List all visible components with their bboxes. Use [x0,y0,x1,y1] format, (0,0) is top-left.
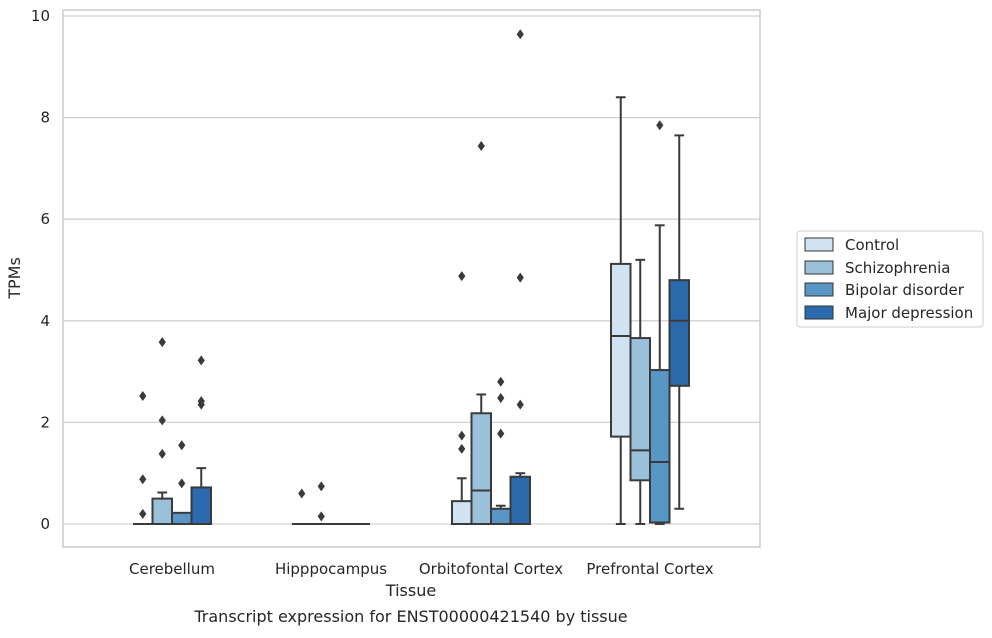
x-tick-label-prefrontal-cortex: Prefrontal Cortex [586,560,713,578]
box-bipolar-disorder-prefrontal-cortex [649,120,671,525]
box-schizophrenia-orbitofontal-cortex [470,141,492,526]
outlier-point [197,396,205,407]
box-bipolar-disorder-cerebellum [171,440,193,525]
box-major-depression-cerebellum [190,355,212,526]
legend-swatch-schizophrenia [804,260,834,275]
legend-label-major-depression: Major depression [845,304,973,322]
box-schizophrenia-hipppocampus [311,481,331,525]
outlier-point [139,390,147,401]
box-schizophrenia-prefrontal-cortex [629,258,651,525]
box-control-hipppocampus [292,488,312,525]
boxes-layer [133,29,690,526]
legend-label-control: Control [845,236,899,254]
legend-item-control: Control [804,236,899,254]
y-tick-labels: 0 2 4 6 8 10 [31,7,50,533]
x-tick-labels: Cerebellum Hipppocampus Orbitofontal Corte… [129,560,714,578]
outlier-point [516,399,524,410]
box-control-prefrontal-cortex [610,96,632,525]
y-tick-label-0: 0 [40,515,50,533]
outlier-point [158,448,166,459]
legend-swatch-major-depression [804,305,834,320]
outlier-point [178,440,186,451]
box-body [629,337,651,482]
chart-caption: Transcript expression for ENST0000042154… [193,607,627,626]
outlier-point [497,393,505,404]
outlier-point [298,488,306,499]
box-schizophrenia-cerebellum [151,337,173,526]
box-body [649,369,671,524]
legend-swatch-control [804,237,834,252]
outlier-point [178,478,186,489]
legend-item-major-depression: Major depression [804,304,973,322]
outlier-point [656,120,664,131]
box-body [610,262,632,438]
box-body [190,486,212,526]
outlier-point [497,376,505,387]
outlier-point [516,29,524,40]
outlier-point [516,272,524,283]
legend-label-schizophrenia: Schizophrenia [845,259,950,277]
outlier-point [197,355,205,366]
outlier-point [139,508,147,519]
box-bipolar-disorder-orbitofontal-cortex [490,376,512,526]
x-tick-label-hipppocampus: Hipppocampus [275,560,387,578]
box-major-depression-orbitofontal-cortex [509,29,531,526]
y-tick-label-2: 2 [40,413,50,431]
x-tick-label-cerebellum: Cerebellum [129,560,215,578]
box-body [509,475,531,526]
box-body [668,279,690,387]
legend-frame [796,230,984,328]
x-tick-label-orbitofontal-cortex: Orbitofontal Cortex [419,560,563,578]
box-control-cerebellum [133,390,153,525]
outlier-point [477,141,485,152]
outlier-point [317,481,325,492]
y-tick-label-6: 6 [40,210,50,228]
outlier-point [139,474,147,485]
box-body [470,412,492,526]
legend-label-bipolar-disorder: Bipolar disorder [845,281,965,299]
legend: Control Schizophrenia Bipolar disorder M… [796,230,984,328]
x-axis-label: Tissue [385,581,436,600]
box-major-depression-prefrontal-cortex [668,134,690,510]
y-tick-label-4: 4 [40,312,50,330]
box-body [490,507,512,526]
legend-swatch-bipolar-disorder [804,282,834,297]
box-control-orbitofontal-cortex [451,271,473,526]
outlier-point [158,415,166,426]
outlier-point [317,511,325,522]
outlier-point [458,443,466,454]
y-tick-label-10: 10 [31,7,50,25]
legend-item-schizophrenia: Schizophrenia [804,259,950,277]
box-body [171,511,193,525]
outlier-point [158,337,166,348]
outlier-point [458,271,466,282]
outlier-point [458,430,466,441]
box-body [151,497,173,526]
legend-item-bipolar-disorder: Bipolar disorder [804,281,965,299]
plot-frame [62,9,761,548]
y-axis-label: TPMs [5,257,24,300]
y-tick-label-8: 8 [40,109,50,127]
outlier-point [497,428,505,439]
box-body [451,500,473,526]
